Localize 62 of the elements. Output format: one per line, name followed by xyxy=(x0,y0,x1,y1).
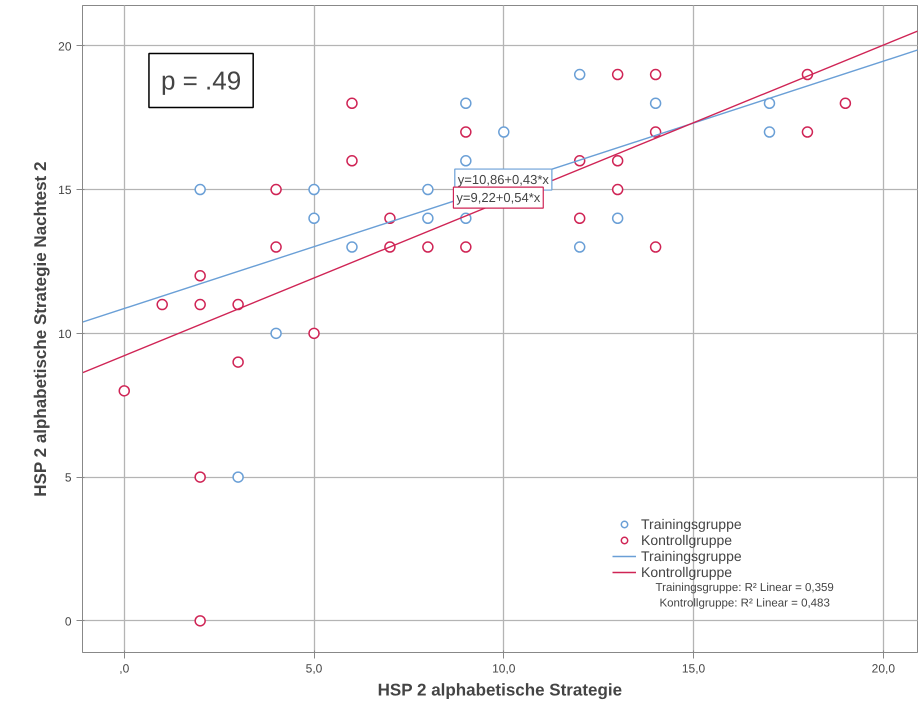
annotation: p = .49 xyxy=(160,66,242,96)
point xyxy=(308,184,320,196)
legend-label: Kontrollgruppe xyxy=(641,564,732,580)
point xyxy=(422,241,434,253)
point xyxy=(460,241,472,253)
point xyxy=(574,212,586,224)
point xyxy=(612,68,624,80)
point xyxy=(574,68,586,80)
point xyxy=(764,126,776,138)
point xyxy=(422,212,434,224)
point xyxy=(270,241,282,253)
point xyxy=(802,126,814,138)
y-tick-label: 15 xyxy=(58,183,72,198)
y-tick-label: 0 xyxy=(64,614,72,628)
point xyxy=(650,68,662,80)
point xyxy=(194,615,206,627)
point xyxy=(346,241,358,253)
x-tick-label: 5,0 xyxy=(306,662,323,676)
y-axis-title: HSP 2 alphabetische Strategie Nachtest 2 xyxy=(31,162,50,497)
x-tick-label: ,0 xyxy=(119,662,130,676)
legend-label: Kontrollgruppe xyxy=(641,532,732,548)
point xyxy=(308,212,320,224)
point xyxy=(232,356,244,368)
point xyxy=(460,98,472,110)
point xyxy=(498,126,510,138)
y-tick-label: 10 xyxy=(58,326,72,341)
x-tick-label: 20,0 xyxy=(872,662,896,676)
point xyxy=(574,241,586,253)
point xyxy=(232,298,244,310)
point xyxy=(270,328,282,340)
point xyxy=(422,184,434,196)
annotation: Trainingsgruppe: R² Linear = 0,359 xyxy=(656,582,834,594)
annotation: y=10,86+0,43*x xyxy=(458,172,550,188)
point xyxy=(650,241,662,253)
point xyxy=(346,155,358,167)
legend-label: Trainingsgruppe xyxy=(641,516,742,532)
point xyxy=(232,471,244,483)
point xyxy=(650,98,662,110)
x-tick-label: 15,0 xyxy=(682,662,706,676)
point xyxy=(612,155,624,167)
y-tick-label: 20 xyxy=(58,39,72,54)
point xyxy=(156,298,168,310)
point xyxy=(764,98,776,110)
point xyxy=(118,385,130,397)
point xyxy=(612,184,624,196)
point xyxy=(346,98,358,110)
point xyxy=(460,155,472,167)
point xyxy=(460,126,472,138)
point xyxy=(612,212,624,224)
point xyxy=(194,184,206,196)
point xyxy=(194,471,206,483)
legend-label: Trainingsgruppe xyxy=(641,548,742,564)
x-axis-title: HSP 2 alphabetische Strategie xyxy=(378,680,622,700)
annotation: y=9,22+0,54*x xyxy=(456,190,541,206)
point xyxy=(840,98,852,110)
x-tick-label: 10,0 xyxy=(492,662,516,676)
point xyxy=(194,298,206,310)
point xyxy=(194,270,206,282)
y-tick-label: 5 xyxy=(64,470,72,485)
point xyxy=(308,328,320,340)
annotation: Kontrollgruppe: R² Linear = 0,483 xyxy=(659,597,830,610)
point xyxy=(270,184,282,196)
